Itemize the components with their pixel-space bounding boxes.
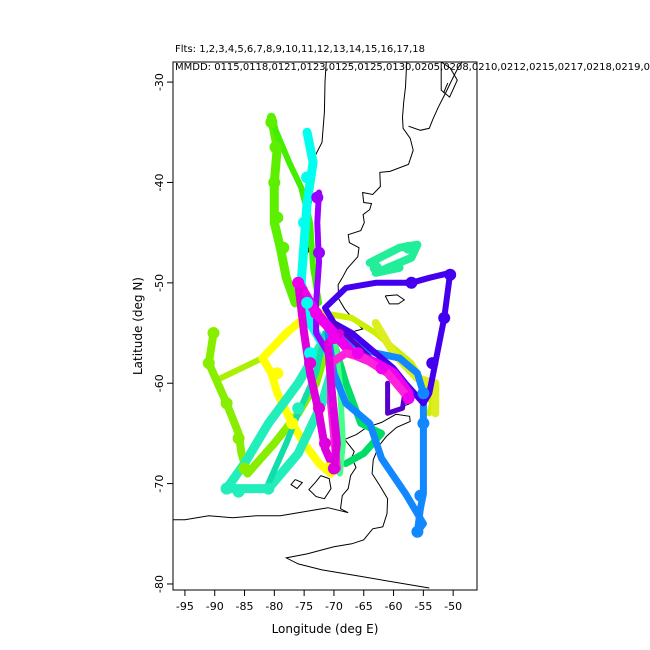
track-marker-8-1 <box>405 276 418 289</box>
y-axis-title: Latitude (deg N) <box>131 277 145 375</box>
y-tick-label: -40 <box>153 173 166 191</box>
track-marker-5-4 <box>292 402 305 415</box>
track-marker-5-1 <box>220 482 233 495</box>
track-marker-1-4 <box>271 211 284 224</box>
y-tick-label: -70 <box>153 475 166 493</box>
y-axis: -30 -40 -50 -60 -70 -80 <box>153 73 173 593</box>
y-tick-label: -60 <box>153 374 166 392</box>
y-tick-label: -30 <box>153 73 166 91</box>
track-marker-10-6 <box>402 392 415 405</box>
track-marker-4-4 <box>304 347 317 360</box>
coastline-segment-2 <box>443 82 449 94</box>
track-marker-10-2 <box>310 307 323 319</box>
track-marker-4-2 <box>298 216 311 229</box>
track-marker-2-1 <box>207 327 220 339</box>
x-tick-label: -65 <box>355 600 373 613</box>
x-axis-title: Longitude (deg E) <box>272 622 379 636</box>
track-marker-7-4 <box>417 387 430 400</box>
track-marker-10-5 <box>375 362 388 375</box>
track-marker-8-4 <box>426 357 439 370</box>
flight-track-8 <box>296 127 333 358</box>
y-tick-label: -80 <box>153 575 166 593</box>
x-axis: -95 -90 -85 -80 -75 -70 -65 -60 -55 -50 <box>176 590 462 613</box>
track-marker-7-2 <box>414 489 427 502</box>
track-marker-6-1 <box>369 261 382 274</box>
track-marker-4-3 <box>301 296 314 309</box>
y-tick-label: -50 <box>153 274 166 292</box>
track-marker-1-2 <box>269 141 282 154</box>
x-tick-label: -70 <box>325 600 343 613</box>
x-tick-label: -95 <box>176 600 194 613</box>
track-marker-2-2 <box>202 357 215 370</box>
flight-track-15 <box>322 269 454 407</box>
track-marker-5-3 <box>262 482 275 495</box>
plot-frame <box>172 61 478 591</box>
flight-tracks <box>202 112 457 538</box>
track-marker-5-2 <box>232 485 245 498</box>
x-tick-label: -85 <box>236 600 254 613</box>
dates-label: MMDD: 0115,0118,0121,0123,0125,0125,0130… <box>175 62 650 73</box>
track-marker-11-4 <box>327 462 340 475</box>
coastline-segment-3 <box>384 294 406 305</box>
track-marker-2-3 <box>220 397 233 410</box>
coastline-segment-8 <box>290 479 304 490</box>
x-tick-label: -80 <box>265 600 283 613</box>
track-marker-4-1 <box>301 171 314 184</box>
coastline-segment-4 <box>173 439 357 521</box>
track-marker-9-1 <box>311 191 324 204</box>
track-marker-1-3 <box>268 176 281 189</box>
track-marker-2-4 <box>232 432 245 445</box>
coastline-segment-5 <box>284 413 430 589</box>
track-marker-11-2 <box>313 402 325 415</box>
track-marker-11-1 <box>304 357 317 370</box>
coastline-segment-7 <box>308 475 332 500</box>
track-marker-7-1 <box>411 525 424 538</box>
x-tick-label: -50 <box>444 600 462 613</box>
x-tick-label: -75 <box>295 600 313 613</box>
x-tick-label: -60 <box>385 600 403 613</box>
flights-label: Flts: 1,2,3,4,5,6,7,8,9,10,11,12,13,14,1… <box>175 44 425 55</box>
coastline-segment-13 <box>440 62 458 98</box>
track-marker-7-3 <box>417 417 430 430</box>
flight-track-5 <box>258 314 335 478</box>
track-marker-8-2 <box>444 268 457 281</box>
track-marker-3-1 <box>271 367 284 380</box>
track-marker-1-1 <box>265 116 278 129</box>
track-marker-2-5 <box>238 462 251 475</box>
track-marker-1-5 <box>277 241 290 254</box>
track-marker-10-4 <box>351 347 364 360</box>
track-marker-6-2 <box>402 241 415 254</box>
track-marker-3-2 <box>286 417 299 430</box>
track-marker-10-1 <box>292 276 305 289</box>
track-marker-8-3 <box>438 312 451 324</box>
x-tick-label: -90 <box>206 600 224 613</box>
coastline-segment-1 <box>408 62 463 131</box>
track-marker-11-3 <box>319 437 331 450</box>
track-marker-9-2 <box>313 246 325 259</box>
track-marker-10-3 <box>327 332 340 344</box>
x-tick-label: -55 <box>414 600 432 613</box>
